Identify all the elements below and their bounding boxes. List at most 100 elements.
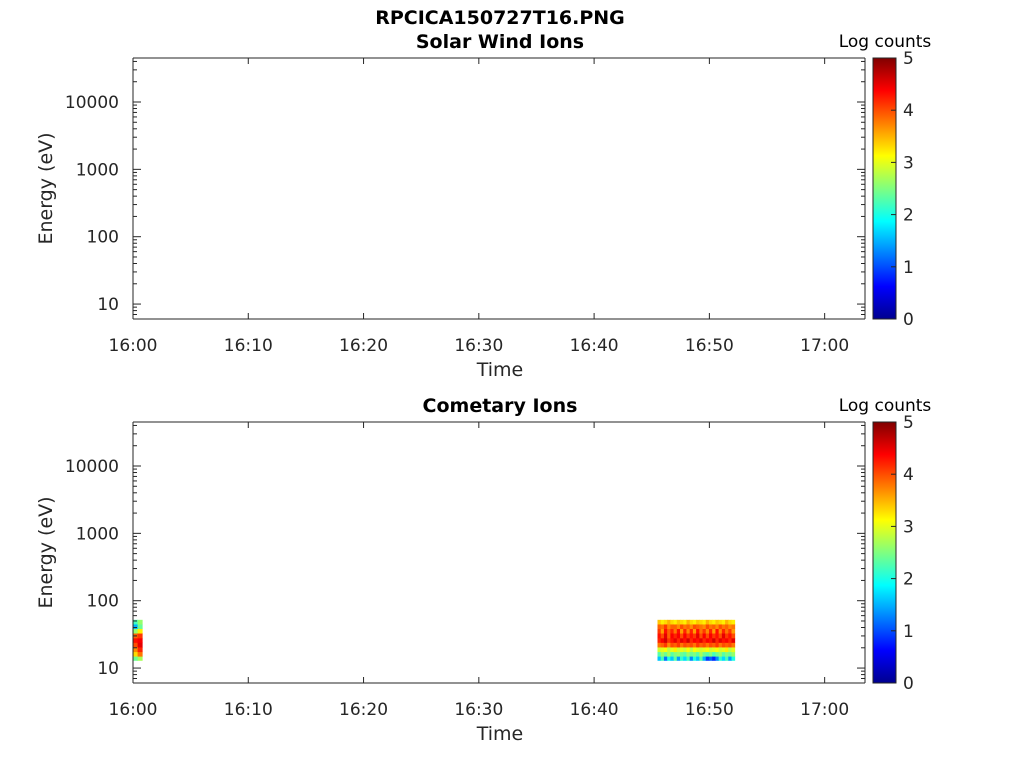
colorbar-tick-label: 1 bbox=[903, 622, 914, 642]
heatmap-cell bbox=[731, 633, 736, 639]
heatmap-cell bbox=[676, 637, 681, 643]
heatmap-cell bbox=[712, 637, 716, 643]
heatmap-cell bbox=[680, 633, 684, 639]
heatmap-cell bbox=[725, 633, 729, 639]
x-axis-label: Time bbox=[476, 723, 524, 745]
heatmap-cell bbox=[667, 656, 671, 661]
heatmap-cell bbox=[676, 642, 681, 648]
heatmap-cell bbox=[712, 656, 716, 661]
heatmap-cell bbox=[708, 637, 713, 643]
colorbar-tick-label: 5 bbox=[903, 49, 914, 69]
heatmap-cell bbox=[728, 647, 732, 653]
x-tick-label: 16:30 bbox=[454, 700, 503, 720]
y-tick-label: 10 bbox=[97, 659, 119, 679]
heatmap-cell bbox=[133, 647, 139, 653]
heatmap-cell bbox=[715, 651, 720, 657]
heatmap-cell bbox=[708, 619, 713, 625]
heatmap-cell bbox=[705, 651, 710, 657]
y-axis-label: Energy (eV) bbox=[35, 496, 57, 608]
heatmap-cell bbox=[689, 624, 694, 630]
heatmap-cell bbox=[696, 619, 700, 625]
colorbar-tick-label: 3 bbox=[903, 153, 914, 173]
heatmap-cell bbox=[692, 628, 697, 634]
heatmap-cell bbox=[133, 637, 139, 643]
heatmap-cell bbox=[686, 633, 691, 639]
heatmap-cell bbox=[715, 624, 720, 630]
heatmap-cell bbox=[657, 637, 662, 643]
heatmap-cell bbox=[712, 624, 716, 630]
heatmap-cell bbox=[137, 656, 143, 661]
heatmap-cell bbox=[718, 647, 723, 653]
heatmap-cell bbox=[663, 628, 668, 634]
heatmap-cell bbox=[657, 647, 662, 653]
heatmap-cell bbox=[670, 656, 674, 661]
heatmap-cell bbox=[702, 651, 707, 657]
heatmap-cell bbox=[660, 651, 665, 657]
heatmap-cell bbox=[708, 642, 713, 648]
heatmap-cell bbox=[728, 619, 732, 625]
heatmap-cell bbox=[686, 656, 691, 661]
heatmap-cell bbox=[667, 633, 671, 639]
heatmap-cell bbox=[699, 647, 703, 653]
heatmap-cell bbox=[660, 647, 665, 653]
heatmap-cell bbox=[728, 642, 732, 648]
heatmap-cell bbox=[692, 647, 697, 653]
heatmap-cell bbox=[683, 651, 687, 657]
heatmap-cell bbox=[696, 628, 700, 634]
heatmap-cell bbox=[705, 656, 710, 661]
heatmap-cell bbox=[673, 647, 678, 653]
heatmap-cell bbox=[718, 624, 723, 630]
heatmap-cell bbox=[683, 637, 687, 643]
heatmap-cell bbox=[692, 651, 697, 657]
heatmap-cell bbox=[699, 651, 703, 657]
heatmap-cell bbox=[667, 624, 671, 630]
heatmap-cell bbox=[705, 647, 710, 653]
heatmap-cell bbox=[137, 651, 143, 657]
heatmap-cell bbox=[676, 647, 681, 653]
heatmap-cell bbox=[133, 624, 139, 630]
heatmap-cell bbox=[699, 628, 703, 634]
solar-wind-panel: Solar Wind Ions 16:00 16:10 16:20 16:30 16:40… bbox=[35, 31, 931, 381]
heatmap-cell bbox=[660, 656, 665, 661]
heatmap-cell bbox=[718, 633, 723, 639]
heatmap-cell bbox=[702, 647, 707, 653]
heatmap-cell bbox=[692, 642, 697, 648]
y-tick-label: 100 bbox=[87, 228, 119, 248]
heatmap-cell bbox=[137, 642, 143, 648]
heatmap-cell bbox=[657, 628, 662, 634]
heatmap-cell bbox=[708, 633, 713, 639]
heatmap-cell bbox=[680, 619, 684, 625]
colorbar-tick-label: 1 bbox=[903, 258, 914, 278]
heatmap-cell bbox=[660, 633, 665, 639]
heatmap-cell bbox=[689, 619, 694, 625]
heatmap-cell bbox=[686, 624, 691, 630]
heatmap-cell bbox=[133, 628, 139, 634]
heatmap-cell bbox=[699, 642, 703, 648]
colorbar-tick-label: 0 bbox=[903, 674, 914, 694]
heatmap-cell bbox=[692, 624, 697, 630]
heatmap-cell bbox=[708, 647, 713, 653]
heatmap-cell bbox=[725, 637, 729, 643]
y-axis-label: Energy (eV) bbox=[35, 132, 57, 244]
heatmap-cell bbox=[699, 619, 703, 625]
heatmap-cell bbox=[137, 647, 143, 653]
x-tick-label: 16:40 bbox=[570, 336, 619, 356]
heatmap-cell bbox=[702, 619, 707, 625]
heatmap-cell bbox=[686, 619, 691, 625]
heatmap-cell bbox=[683, 656, 687, 661]
heatmap-cell bbox=[663, 619, 668, 625]
heatmap-cell bbox=[692, 656, 697, 661]
heatmap-cell bbox=[680, 637, 684, 643]
x-tick-label: 17:00 bbox=[800, 700, 849, 720]
heatmap-cell bbox=[676, 619, 681, 625]
heatmap-cell bbox=[731, 624, 736, 630]
y-tick-label: 1000 bbox=[76, 160, 119, 180]
heatmap-cell bbox=[670, 647, 674, 653]
heatmap-cell bbox=[705, 637, 710, 643]
colorbar bbox=[872, 421, 897, 684]
y-tick-label: 10000 bbox=[65, 93, 119, 113]
heatmap-cell bbox=[696, 624, 700, 630]
heatmap-cell bbox=[660, 628, 665, 634]
heatmap-cell bbox=[731, 637, 736, 643]
heatmap-cell bbox=[686, 651, 691, 657]
